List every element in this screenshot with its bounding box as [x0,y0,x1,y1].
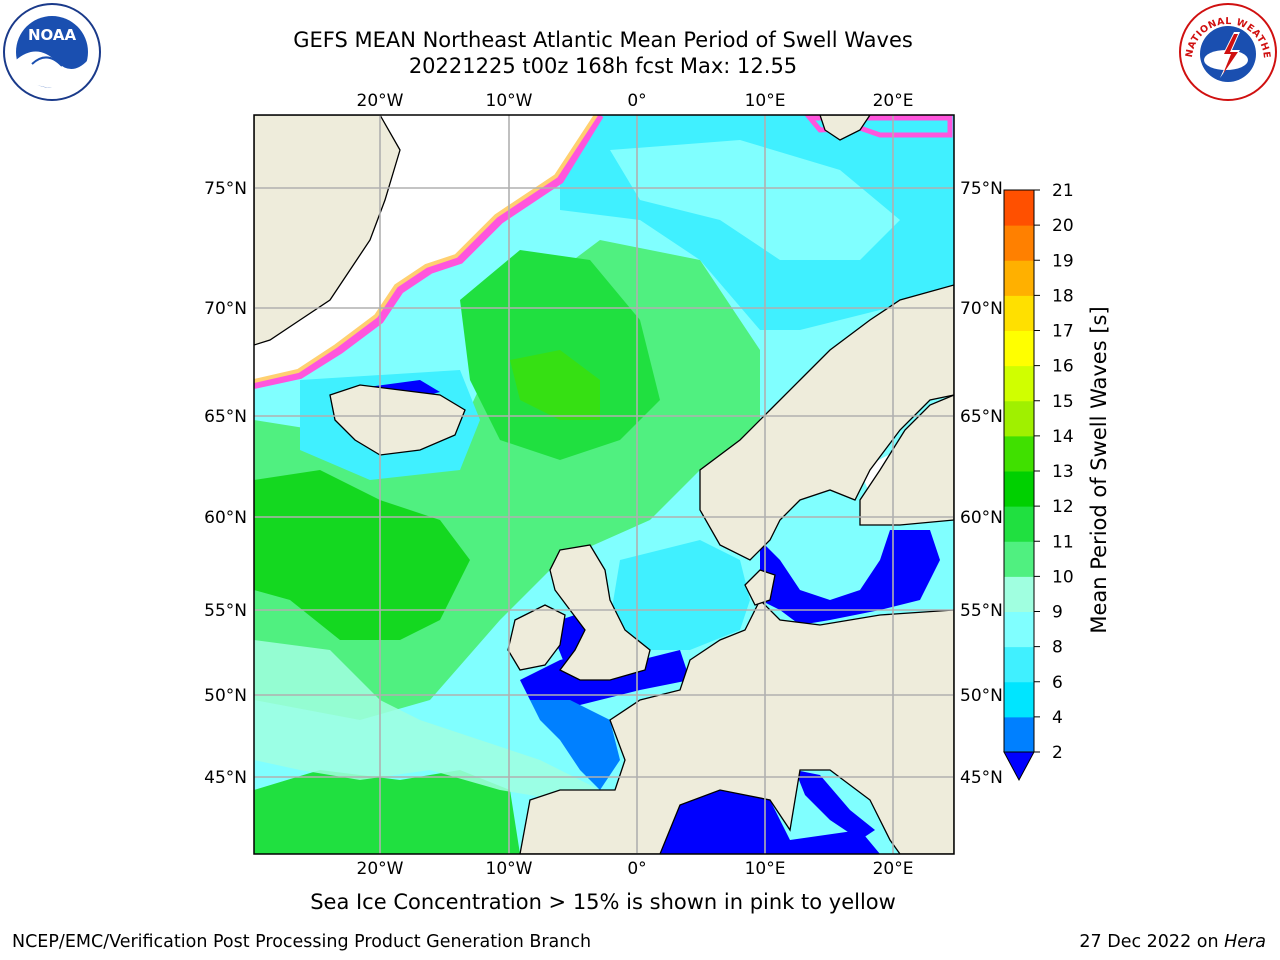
colorbar-tick-label: 4 [1052,708,1063,728]
lon-label: 10°W [486,91,533,111]
scandinavia-land [699,284,954,561]
lon-label: 0° [627,859,646,879]
colorbar-extend-arrow [1003,751,1035,782]
lon-labels-top: 20°W 10°W 0° 10°E 20°E [357,91,914,111]
colorbar-tick-label: 2 [1052,743,1063,763]
footer-date: 27 Dec 2022 on Hera [1079,932,1266,952]
colorbar-tick-label: 21 [1052,181,1074,201]
lat-label: 70°N [204,299,247,319]
lat-label: 55°N [960,601,1003,621]
swell-region-10-11s [254,470,470,640]
lon-label: 20°E [873,859,914,879]
colorbar-segment [1004,541,1034,577]
lat-label: 60°N [960,508,1003,528]
svalbard-land [819,115,871,141]
lat-label: 75°N [204,179,247,199]
ireland-land [507,604,566,671]
lon-label: 20°W [357,91,404,111]
footer-branch: NCEP/EMC/Verification Post Processing Pr… [12,932,592,952]
colorbar-segment [1004,400,1034,437]
lat-label: 55°N [204,601,247,621]
lon-label: 10°E [745,91,786,111]
continental-europe-land [519,598,954,854]
swell-region-south-10-11s [254,770,520,854]
colorbar-segment [1004,646,1034,683]
colorbar-tick-label: 16 [1052,357,1074,377]
lat-labels-right: 75°N 70°N 65°N 60°N 55°N 50°N 45°N [960,179,1003,788]
great-britain-land [549,544,651,681]
colorbar-segment [1004,260,1034,296]
finland-land [859,394,954,526]
noaa-logo: NOAA [3,3,101,101]
colorbar-tick-label: 6 [1052,673,1063,693]
lat-label: 50°N [960,686,1003,706]
colorbar-tick-label: 12 [1052,497,1074,517]
lat-labels-left: 75°N 70°N 65°N 60°N 55°N 50°N 45°N [204,179,247,788]
adriatic-low-period [795,770,875,840]
lat-label: 65°N [960,407,1003,427]
lon-label: 10°E [745,859,786,879]
colorbar-segment [1004,506,1034,542]
denmark-land [744,569,776,606]
colorbar-segment [1004,611,1034,648]
map-frame [253,114,955,855]
lon-label: 0° [627,91,646,111]
colorbar-tick-label: 17 [1052,322,1074,342]
iceland-land [329,384,466,456]
colorbar-tick-label: 10 [1052,567,1074,587]
med-low-period [660,790,880,854]
colorbar-tick-label: 15 [1052,392,1074,412]
lon-label: 10°W [486,859,533,879]
colorbar-tick-label: 14 [1052,427,1074,447]
footer-date-text: 27 Dec 2022 on [1079,932,1219,952]
sea-ice-caption: Sea Ice Concentration > 15% is shown in … [310,890,896,914]
colorbar-label: Mean Period of Swell Waves [s] [1087,306,1111,633]
swell-region-northsea [610,540,750,650]
colorbar-tick-label: 9 [1052,603,1063,623]
colorbar-segment [1004,435,1034,472]
lat-label: 65°N [204,407,247,427]
lat-label: 75°N [960,179,1003,199]
colorbar-segment [1004,365,1034,402]
colorbar-segment [1004,295,1034,332]
swell-region-6-8s-west [254,640,600,800]
map-subtitle: 20221225 t00z 168h fcst Max: 12.55 [408,54,798,78]
sea-ice-edge [254,115,604,389]
lat-label: 60°N [204,508,247,528]
biscay-low-period [530,700,620,790]
svalbard-ice [804,115,953,138]
colorbar-segment [1004,471,1034,507]
baltic-low-period [760,530,940,625]
greenland-land [254,115,401,346]
colorbar-segment [1004,330,1034,367]
lat-label: 50°N [204,686,247,706]
colorbar: 21 20 19 18 17 16 15 14 13 12 11 10 9 8 6 4 2 [1003,181,1074,782]
colorbar-tick-label: 8 [1052,638,1063,658]
sea-ice-edge-yellow [254,115,598,383]
lat-label: 45°N [204,768,247,788]
noaa-logo-text: NOAA [28,26,77,44]
footer-machine: Hera [1224,932,1266,952]
colorbar-tick-label: 11 [1052,532,1074,552]
lat-label: 70°N [960,299,1003,319]
colorbar-tick-label: 20 [1052,216,1074,236]
colorbar-tick-label: 13 [1052,462,1074,482]
lon-labels-bottom: 20°W 10°W 0° 10°E 20°E [357,859,914,879]
graticule [254,115,954,854]
colorbar-segment [1004,681,1034,718]
colorbar-tick-label: 18 [1052,286,1074,306]
swell-region-north-light [610,140,900,260]
colorbar-segment [1004,225,1034,261]
colorbar-segment [1004,576,1034,613]
nws-logo: NATIONAL WEATHER SERVICE [1178,2,1277,101]
lon-label: 20°E [873,91,914,111]
colorbar-segment [1004,190,1034,226]
map-title: GEFS MEAN Northeast Atlantic Mean Period… [293,28,913,52]
colorbar-segment [1004,716,1034,753]
lon-label: 20°W [357,859,404,879]
lat-label: 45°N [960,768,1003,788]
swell-region-11-12s [510,350,600,420]
colorbar-tick-label: 19 [1052,251,1074,271]
